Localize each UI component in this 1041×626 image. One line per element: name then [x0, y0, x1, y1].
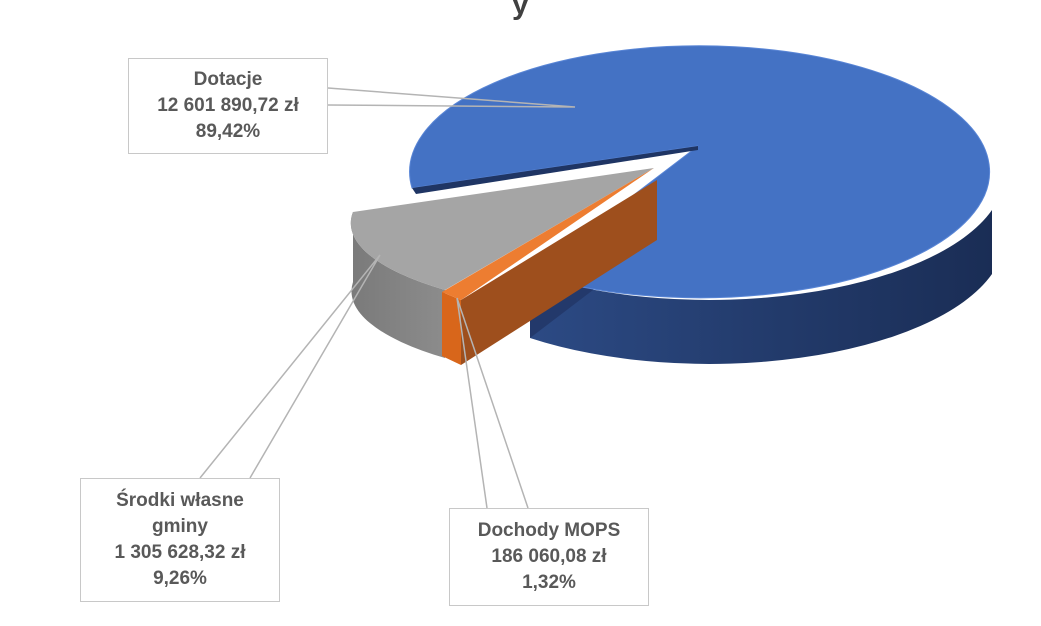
- label-dotacje-value: 12 601 890,72 zł: [157, 95, 299, 116]
- label-dotacje-name: Dotacje: [193, 69, 263, 90]
- label-srodki-percent: 9,26%: [153, 568, 207, 589]
- label-mops-value: 186 060,08 zł: [491, 546, 607, 567]
- label-dochody-mops: Dochody MOPS 186 060,08 zł 1,32%: [449, 508, 649, 606]
- label-srodki-wlasne: Środki własne gminy 1 305 628,32 zł 9,26…: [80, 478, 280, 602]
- label-srodki-value: 1 305 628,32 zł: [114, 542, 246, 563]
- chart-title-fragment: y: [512, 0, 529, 21]
- label-srodki-name-line2: gminy: [152, 516, 208, 537]
- leader-line-srodki: [199, 254, 381, 479]
- label-dotacje: Dotacje 12 601 890,72 zł 89,42%: [128, 58, 328, 154]
- label-srodki-name-line1: Środki własne: [116, 490, 244, 511]
- label-mops-percent: 1,32%: [522, 572, 576, 593]
- label-dotacje-percent: 89,42%: [195, 121, 261, 142]
- slice-dochody-mops[interactable]: [442, 168, 657, 365]
- leader-line-mops: [456, 297, 529, 509]
- slice-srodki-wlasne[interactable]: [350, 168, 654, 358]
- leader-line-dotacje: [327, 87, 576, 108]
- label-mops-name: Dochody MOPS: [477, 520, 621, 541]
